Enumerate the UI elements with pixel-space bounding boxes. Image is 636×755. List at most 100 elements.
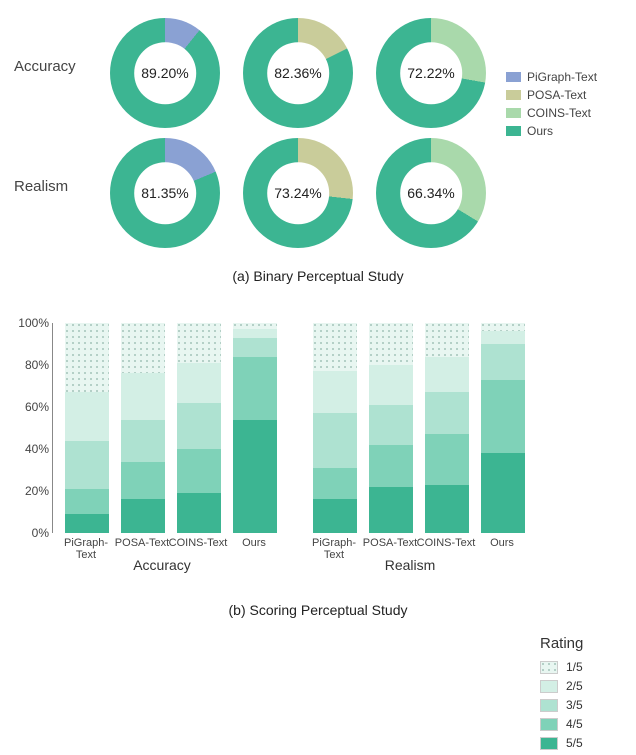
bar-segment: [121, 499, 165, 533]
rating-label: 3/5: [566, 698, 583, 712]
legend-label: POSA-Text: [527, 88, 586, 102]
bar: [369, 323, 413, 533]
rating-legend-item: 5/5: [540, 736, 630, 750]
bar-segment: [177, 363, 221, 403]
legend-item: COINS-Text: [506, 106, 634, 120]
bar: [65, 323, 109, 533]
donut-row-label: Realism: [0, 178, 114, 195]
x-tick-label: POSA-Text: [358, 537, 422, 549]
y-tick: 20%: [11, 484, 49, 498]
donut: 72.22%: [376, 18, 486, 128]
bar: [313, 323, 357, 533]
bar-segment: [65, 514, 109, 533]
donut-row-label: Accuracy: [0, 58, 114, 75]
y-tick: 40%: [11, 442, 49, 456]
bar-segment: [369, 487, 413, 533]
caption-b: (b) Scoring Perceptual Study: [0, 602, 636, 618]
donut-grid: 89.20%82.36%72.22%81.35%73.24%66.34%: [100, 18, 500, 248]
rating-label: 2/5: [566, 679, 583, 693]
donut: 66.34%: [376, 138, 486, 248]
legend-swatch: [506, 72, 521, 82]
x-tick-label: PiGraph-Text: [54, 537, 118, 561]
bar-segment: [65, 441, 109, 489]
bar-segment: [425, 434, 469, 484]
donut-value: 72.22%: [400, 42, 462, 104]
y-tick: 80%: [11, 358, 49, 372]
rating-legend-item: 4/5: [540, 717, 630, 731]
donut: 82.36%: [243, 18, 353, 128]
x-tick-label: COINS-Text: [414, 537, 478, 549]
rating-label: 1/5: [566, 660, 583, 674]
bar-segment: [369, 405, 413, 445]
bar-segment: [177, 493, 221, 533]
bar-segment: [233, 357, 277, 420]
bar-segment: [313, 413, 357, 468]
group-label: Realism: [360, 557, 460, 573]
rating-legend: Rating 1/5 2/5 3/5 4/5 5/5: [540, 635, 630, 755]
bar-segment: [481, 323, 525, 331]
bar: [121, 323, 165, 533]
bar-segment: [233, 338, 277, 357]
x-tick-label: PiGraph-Text: [302, 537, 366, 561]
donut-value: 66.34%: [400, 162, 462, 224]
bar-segment: [313, 323, 357, 371]
donut-value: 89.20%: [134, 42, 196, 104]
bar-segment: [313, 371, 357, 413]
rating-label: 4/5: [566, 717, 583, 731]
donut-legend: PiGraph-Text POSA-Text COINS-Text Ours: [506, 66, 634, 142]
y-tick: 100%: [11, 316, 49, 330]
section-a: 89.20%82.36%72.22%81.35%73.24%66.34% PiG…: [0, 18, 636, 283]
bar-segment: [177, 403, 221, 449]
bar-plot: 0%20%40%60%80%100%: [52, 323, 529, 533]
donut: 73.24%: [243, 138, 353, 248]
bar-segment: [481, 380, 525, 454]
figure-root: 89.20%82.36%72.22%81.35%73.24%66.34% PiG…: [0, 0, 636, 630]
caption-a: (a) Binary Perceptual Study: [0, 268, 636, 284]
bar-segment: [65, 489, 109, 514]
bar-segment: [65, 392, 109, 440]
bar-segment: [121, 323, 165, 373]
bar-segment: [177, 449, 221, 493]
group-label: Accuracy: [112, 557, 212, 573]
legend-item: Ours: [506, 124, 634, 138]
legend-swatch: [506, 90, 521, 100]
legend-item: PiGraph-Text: [506, 70, 634, 84]
legend-swatch: [506, 126, 521, 136]
bar-segment: [233, 329, 277, 337]
y-tick: 60%: [11, 400, 49, 414]
rating-legend-item: 3/5: [540, 698, 630, 712]
legend-item: POSA-Text: [506, 88, 634, 102]
section-b: 0%20%40%60%80%100% Rating 1/52/53/54/55/…: [0, 315, 636, 615]
x-tick-label: COINS-Text: [166, 537, 230, 549]
x-tick-label: Ours: [470, 537, 534, 549]
rating-swatch: [540, 680, 558, 693]
bar-segment: [313, 468, 357, 500]
rating-swatch: [540, 737, 558, 750]
donut-value: 82.36%: [267, 42, 329, 104]
legend-label: COINS-Text: [527, 106, 591, 120]
bar-segment: [369, 445, 413, 487]
bar-segment: [425, 485, 469, 533]
bar-segment: [481, 453, 525, 533]
donut-value: 73.24%: [267, 162, 329, 224]
donut: 89.20%: [110, 18, 220, 128]
legend-label: PiGraph-Text: [527, 70, 597, 84]
bar-segment: [177, 323, 221, 363]
bar: [481, 323, 525, 533]
bar-segment: [121, 462, 165, 500]
bar-segment: [425, 357, 469, 393]
bar-segment: [313, 499, 357, 533]
bar-segment: [369, 323, 413, 365]
y-tick: 0%: [11, 526, 49, 540]
rating-legend-item: 1/5: [540, 660, 630, 674]
rating-label: 5/5: [566, 736, 583, 750]
x-tick-label: POSA-Text: [110, 537, 174, 549]
x-tick-label: Ours: [222, 537, 286, 549]
bar-segment: [425, 323, 469, 357]
rating-swatch: [540, 661, 558, 674]
bar-segment: [481, 344, 525, 380]
rating-swatch: [540, 718, 558, 731]
legend-swatch: [506, 108, 521, 118]
bar-segment: [121, 420, 165, 462]
rating-legend-title: Rating: [540, 635, 630, 652]
